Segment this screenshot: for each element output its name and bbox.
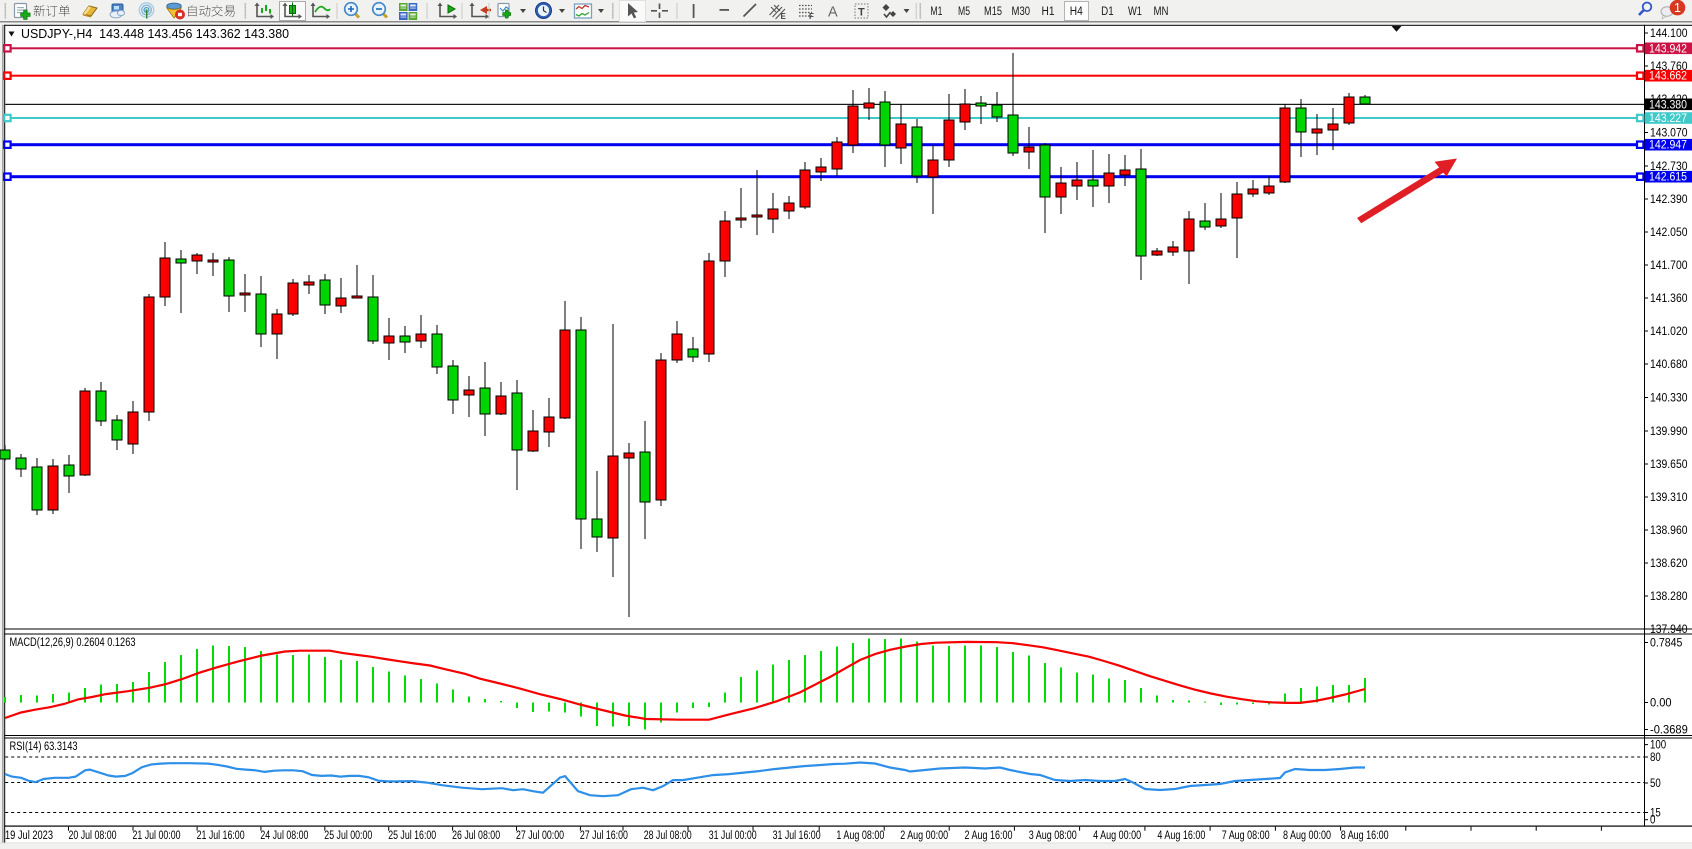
svg-text:3 Aug 08:00: 3 Aug 08:00 — [1029, 830, 1077, 842]
svg-text:1 Aug 08:00: 1 Aug 08:00 — [836, 830, 884, 842]
svg-text:138.280: 138.280 — [1650, 591, 1688, 603]
svg-text:31 Jul 00:00: 31 Jul 00:00 — [709, 830, 757, 842]
svg-text:143.942: 143.942 — [1649, 43, 1687, 55]
svg-text:142.730: 142.730 — [1650, 161, 1688, 173]
svg-text:D1: D1 — [1101, 6, 1114, 18]
svg-text:31 Jul 16:00: 31 Jul 16:00 — [773, 830, 821, 842]
svg-text:M30: M30 — [1012, 6, 1031, 18]
svg-text:143.662: 143.662 — [1649, 71, 1687, 83]
svg-text:M1: M1 — [930, 6, 942, 18]
svg-text:80: 80 — [1650, 752, 1661, 764]
svg-text:4 Aug 16:00: 4 Aug 16:00 — [1157, 830, 1205, 842]
svg-text:26 Jul 08:00: 26 Jul 08:00 — [452, 830, 500, 842]
svg-text:2 Aug 16:00: 2 Aug 16:00 — [965, 830, 1013, 842]
svg-text:25 Jul 00:00: 25 Jul 00:00 — [324, 830, 372, 842]
svg-text:M5: M5 — [958, 6, 970, 18]
svg-text:138.620: 138.620 — [1650, 558, 1688, 570]
svg-text:MACD(12,26,9) 0.2604 0.1263: MACD(12,26,9) 0.2604 0.1263 — [10, 637, 136, 649]
svg-text:0: 0 — [1650, 815, 1655, 827]
svg-text:137.940: 137.940 — [1650, 624, 1688, 636]
svg-text:21 Jul 16:00: 21 Jul 16:00 — [197, 830, 245, 842]
svg-text:143.227: 143.227 — [1649, 113, 1687, 125]
svg-text:15: 15 — [1650, 808, 1661, 820]
svg-text:A: A — [828, 5, 838, 21]
svg-text:144.100: 144.100 — [1650, 28, 1688, 40]
svg-text:27 Jul 16:00: 27 Jul 16:00 — [580, 830, 628, 842]
svg-text:1: 1 — [1674, 1, 1681, 15]
svg-text:141.360: 141.360 — [1650, 293, 1688, 305]
svg-text:MN: MN — [1154, 6, 1169, 18]
svg-text:F: F — [809, 12, 814, 21]
svg-text:RSI(14) 63.3143: RSI(14) 63.3143 — [10, 741, 78, 753]
svg-text:H4: H4 — [1070, 6, 1084, 18]
svg-text:T: T — [858, 7, 865, 19]
svg-text:138.960: 138.960 — [1650, 525, 1688, 537]
svg-text:139.310: 139.310 — [1650, 492, 1688, 504]
svg-text:21 Jul 00:00: 21 Jul 00:00 — [133, 830, 181, 842]
svg-text:28 Jul 08:00: 28 Jul 08:00 — [644, 830, 692, 842]
svg-text:139.990: 139.990 — [1650, 426, 1688, 438]
svg-text:4 Aug 00:00: 4 Aug 00:00 — [1093, 830, 1141, 842]
svg-text:2 Aug 00:00: 2 Aug 00:00 — [900, 830, 948, 842]
svg-text:27 Jul 00:00: 27 Jul 00:00 — [516, 830, 564, 842]
svg-text:W1: W1 — [1128, 6, 1142, 18]
svg-text:140.330: 140.330 — [1650, 393, 1688, 405]
svg-text:141.020: 141.020 — [1650, 326, 1688, 338]
svg-text:139.650: 139.650 — [1650, 459, 1688, 471]
svg-text:8 Aug 00:00: 8 Aug 00:00 — [1283, 830, 1331, 842]
svg-text:-0.3689: -0.3689 — [1650, 725, 1688, 737]
svg-text:24 Jul 08:00: 24 Jul 08:00 — [260, 830, 308, 842]
svg-text:19 Jul 2023: 19 Jul 2023 — [5, 830, 53, 842]
svg-text:E: E — [781, 12, 787, 21]
svg-text:7 Aug 08:00: 7 Aug 08:00 — [1222, 830, 1270, 842]
svg-text:USDJPY-,H4 143.448 143.456 14: USDJPY-,H4 143.448 143.456 143.362 143.3… — [21, 27, 289, 41]
svg-text:0.00: 0.00 — [1650, 698, 1672, 710]
svg-text:50: 50 — [1650, 778, 1661, 790]
svg-text:M15: M15 — [984, 6, 1002, 18]
svg-text:142.947: 142.947 — [1649, 140, 1687, 152]
svg-text:0.7845: 0.7845 — [1650, 638, 1682, 650]
svg-text:140.680: 140.680 — [1650, 359, 1688, 371]
svg-text:142.050: 142.050 — [1650, 227, 1688, 239]
svg-text:H1: H1 — [1042, 6, 1055, 18]
svg-text:100: 100 — [1650, 740, 1666, 752]
svg-text:8 Aug 16:00: 8 Aug 16:00 — [1341, 830, 1389, 842]
svg-text:141.700: 141.700 — [1650, 260, 1688, 272]
svg-text:20 Jul 08:00: 20 Jul 08:00 — [69, 830, 117, 842]
svg-text:143.380: 143.380 — [1649, 99, 1687, 111]
svg-text:142.615: 142.615 — [1649, 172, 1687, 184]
svg-text:25 Jul 16:00: 25 Jul 16:00 — [388, 830, 436, 842]
svg-text:143.070: 143.070 — [1650, 128, 1688, 140]
svg-text:142.390: 142.390 — [1650, 194, 1688, 206]
